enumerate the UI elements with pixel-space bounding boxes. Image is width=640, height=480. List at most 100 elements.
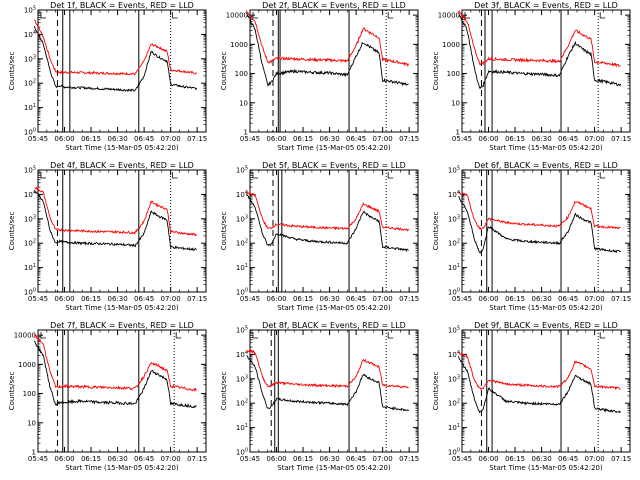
y-tick-label: 103	[236, 214, 248, 223]
corner-bracket	[252, 172, 258, 179]
x-axis-label: Start Time (15-Mar-05 05:42:20)	[489, 144, 603, 152]
panel-title: Det 6f, BLACK = Events, RED = LLD	[474, 161, 618, 170]
corner-bracket	[40, 12, 46, 19]
y-tick-label: 103	[236, 374, 248, 383]
x-axis-label: Start Time (15-Mar-05 05:42:20)	[277, 144, 391, 152]
x-tick-label: 06:30	[319, 295, 339, 303]
y-axis-label: Counts/sec	[220, 212, 228, 251]
x-tick-label: 06:15	[293, 135, 313, 143]
y-tick-label: 100	[448, 288, 460, 297]
lld-series-line	[34, 186, 197, 237]
corner-bracket	[40, 332, 46, 339]
events-series-line	[246, 13, 409, 87]
x-tick-label: 06:15	[81, 455, 101, 463]
lld-series-line	[458, 191, 621, 231]
y-tick-label: 100	[235, 70, 248, 78]
y-tick-label: 102	[448, 239, 460, 248]
x-tick-label: 06:45	[134, 135, 154, 143]
plot-frame	[249, 9, 419, 133]
plot-frame	[461, 9, 631, 133]
y-tick-label: 10	[239, 99, 248, 107]
y-axis-label: Counts/sec	[220, 372, 228, 411]
y-tick-label: 100	[24, 288, 36, 297]
panel-title: Det 9f, BLACK = Events, RED = LLD	[474, 321, 618, 330]
corner-bracket	[252, 12, 258, 19]
y-axis-label: Counts/sec	[432, 372, 440, 411]
corner-bracket	[464, 172, 470, 179]
corner-bracket	[464, 12, 470, 19]
panel-title: Det 3f, BLACK = Events, RED = LLD	[474, 1, 618, 10]
corner-bracket	[252, 332, 258, 339]
x-tick-label: 07:15	[399, 295, 419, 303]
x-tick-label: 07:00	[373, 295, 393, 303]
x-tick-label: 06:30	[107, 135, 127, 143]
y-tick-label: 105	[448, 166, 460, 175]
y-tick-label: 100	[448, 448, 460, 457]
x-tick-label: 06:00	[266, 135, 286, 143]
y-axis-label: Counts/sec	[432, 212, 440, 251]
x-tick-label: 06:45	[134, 295, 154, 303]
events-series-line	[34, 340, 197, 409]
x-axis-label: Start Time (15-Mar-05 05:42:20)	[277, 464, 391, 472]
panel-det-9: Det 9f, BLACK = Events, RED = LLD 100 101 1…	[432, 321, 631, 472]
x-tick-label: 06:00	[54, 295, 74, 303]
plot-frame	[461, 329, 631, 453]
y-tick-label: 105	[24, 166, 36, 175]
y-tick-label: 103	[448, 214, 460, 223]
x-tick-label: 06:15	[81, 135, 101, 143]
events-series-line	[458, 356, 621, 414]
y-tick-label: 100	[23, 390, 36, 398]
y-tick-label: 101	[24, 103, 36, 112]
x-tick-label: 05:45	[240, 135, 260, 143]
x-axis-label: Start Time (15-Mar-05 05:42:20)	[277, 304, 391, 312]
x-tick-label: 06:45	[558, 135, 578, 143]
y-tick-label: 102	[24, 79, 36, 88]
x-tick-label: 07:00	[585, 455, 605, 463]
y-tick-label: 100	[24, 128, 36, 137]
corner-bracket	[387, 332, 394, 339]
y-tick-label: 10000	[438, 12, 460, 20]
x-tick-label: 06:45	[558, 455, 578, 463]
x-tick-label: 05:45	[452, 135, 472, 143]
panel-title: Det 5f, BLACK = Events, RED = LLD	[262, 161, 406, 170]
panel-title: Det 1f, BLACK = Events, RED = LLD	[50, 1, 194, 10]
x-tick-label: 06:30	[531, 295, 551, 303]
plot-frame	[249, 169, 419, 293]
y-tick-label: 101	[448, 263, 460, 272]
lld-series-line	[246, 9, 410, 67]
lld-series-line	[246, 190, 410, 232]
x-tick-label: 06:45	[346, 455, 366, 463]
x-tick-label: 07:00	[161, 455, 181, 463]
x-tick-label: 06:30	[531, 135, 551, 143]
x-tick-label: 07:00	[585, 135, 605, 143]
panel-title: Det 8f, BLACK = Events, RED = LLD	[262, 321, 406, 330]
x-tick-label: 06:30	[319, 455, 339, 463]
events-series-line	[246, 193, 409, 253]
y-tick-label: 10000	[14, 332, 36, 340]
x-tick-label: 06:45	[558, 295, 578, 303]
x-tick-label: 07:00	[373, 135, 393, 143]
x-tick-label: 07:15	[187, 295, 207, 303]
y-tick-label: 102	[448, 399, 460, 408]
x-tick-label: 05:45	[240, 455, 260, 463]
y-tick-label: 1000	[18, 361, 36, 369]
x-tick-label: 07:15	[399, 455, 419, 463]
corner-bracket	[40, 172, 46, 179]
x-tick-label: 06:15	[293, 295, 313, 303]
corner-bracket	[387, 12, 394, 19]
y-tick-label: 104	[448, 350, 460, 359]
x-tick-label: 05:45	[452, 295, 472, 303]
y-tick-label: 103	[24, 214, 36, 223]
x-axis-label: Start Time (15-Mar-05 05:42:20)	[65, 144, 179, 152]
x-axis-label: Start Time (15-Mar-05 05:42:20)	[65, 464, 179, 472]
panel-det-8: Det 8f, BLACK = Events, RED = LLD 100 101 1…	[220, 321, 419, 472]
x-tick-label: 06:00	[266, 455, 286, 463]
panel-det-7: Det 7f, BLACK = Events, RED = LLD 1 10 100 1…	[8, 321, 207, 472]
plot-frame	[37, 169, 207, 293]
events-series-line	[246, 355, 409, 412]
y-tick-label: 101	[24, 263, 36, 272]
y-tick-label: 1	[456, 129, 460, 137]
events-series-line	[458, 195, 621, 254]
corner-bracket	[172, 172, 178, 179]
